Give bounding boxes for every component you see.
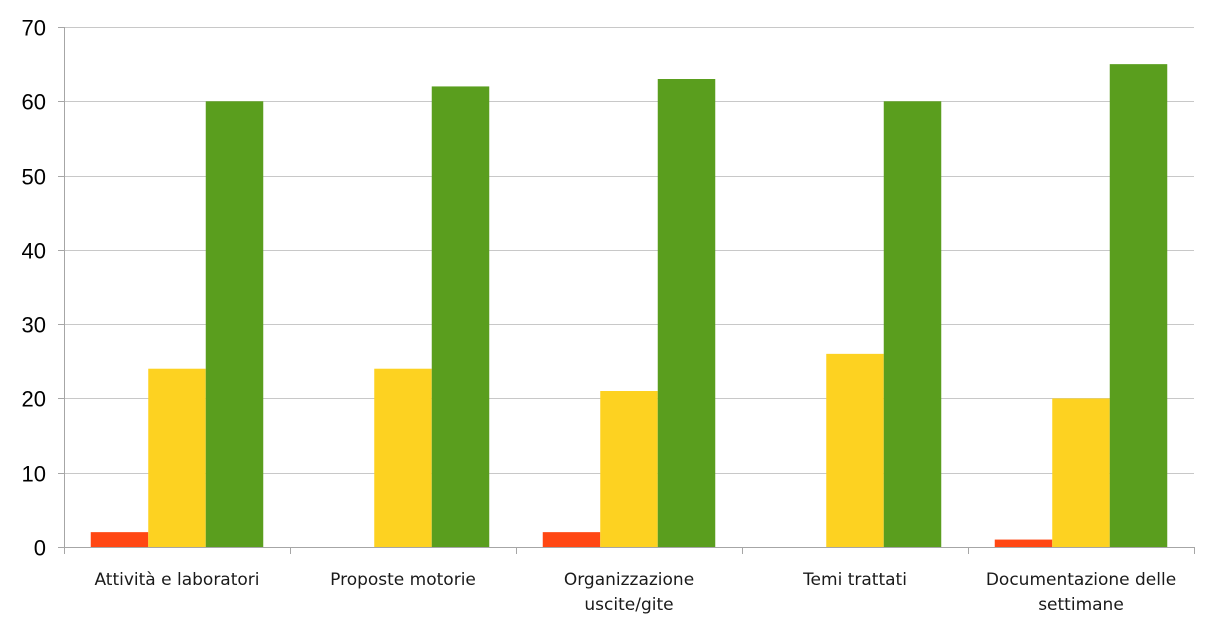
y-tick-label: 60 (22, 90, 46, 115)
y-tick-label: 30 (22, 313, 46, 338)
bar-series-1-cat-3 (542, 532, 601, 547)
x-tick-label: Documentazione delle (986, 570, 1176, 590)
y-tick-label: 70 (22, 16, 46, 41)
bar-series-2-cat-3 (600, 391, 658, 547)
bar-series-3-cat-1 (205, 101, 264, 548)
bar-series-3-cat-5 (1109, 64, 1168, 548)
x-tick-label: Organizzazione (564, 570, 694, 590)
bar-series-2-cat-4 (826, 353, 884, 547)
y-tick-label: 10 (22, 462, 46, 487)
bar-series-1-cat-1 (90, 532, 149, 547)
x-tick-label: Proposte motorie (330, 570, 476, 590)
tick-labels: 0 10 20 30 40 50 60 70 Attività e laboratori Prop… (22, 16, 1177, 616)
bar-series-1-cat-5 (994, 539, 1053, 547)
bar-series-2-cat-1 (148, 368, 206, 547)
bar-series-3-cat-2 (431, 86, 490, 547)
bar-series-3-cat-4 (883, 101, 942, 548)
bar-series-2-cat-2 (374, 368, 432, 547)
x-tick-label: Temi trattati (802, 570, 907, 590)
x-tick-label: Attività e laboratori (94, 570, 259, 590)
y-tick-label: 0 (34, 536, 46, 561)
y-tick-label: 50 (22, 165, 46, 190)
bars (90, 64, 1168, 548)
y-tick-label: 40 (22, 239, 46, 264)
axes (58, 27, 1195, 554)
x-tick-label: settimane (1038, 595, 1124, 615)
bar-series-3-cat-3 (657, 79, 716, 547)
bar-series-2-cat-5 (1052, 398, 1110, 547)
x-tick-label: uscite/gite (584, 595, 673, 615)
y-tick-label: 20 (22, 387, 46, 412)
